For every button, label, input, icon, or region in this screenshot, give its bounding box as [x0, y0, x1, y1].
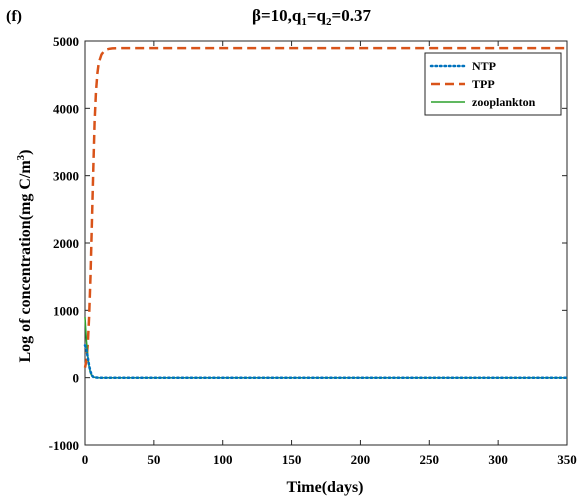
y-axis-label: Log of concentration(mg C/m3) [15, 149, 34, 362]
y-tick-label: 0 [73, 371, 80, 386]
x-axis-label: Time(days) [286, 479, 363, 496]
legend-label-tpp: TPP [472, 77, 495, 91]
legend-label-ntp: NTP [472, 59, 496, 73]
series-layer [83, 46, 569, 379]
x-tick-label: 100 [213, 452, 233, 467]
chart-title: β=10,q1=q2=0.37 [252, 6, 371, 28]
x-tick-label: 50 [147, 452, 160, 467]
series-line-ntp [83, 344, 569, 379]
legend-label-zooplankton: zooplankton [472, 95, 536, 109]
chart-title-mid: =q [307, 6, 327, 25]
x-tick-label: 300 [488, 452, 508, 467]
y-tick-label: 1000 [53, 303, 79, 318]
x-tick-label: 200 [351, 452, 371, 467]
chart-title-sub1: 1 [301, 16, 307, 28]
y-tick-label: 2000 [53, 236, 79, 251]
chart-title-main: β=10,q [252, 6, 302, 25]
x-axis-ticks: 0 50 100 150 200 250 300 350 [82, 41, 577, 467]
chart-title-tail: =0.37 [332, 6, 372, 25]
x-tick-label: 250 [420, 452, 440, 467]
y-tick-label: -1000 [49, 438, 79, 453]
panel-label: (f) [6, 8, 22, 25]
y-axis-label-sup: 3 [15, 154, 27, 160]
x-tick-label: 0 [82, 452, 89, 467]
chart-title-sub2: 2 [326, 16, 332, 28]
y-tick-label: 3000 [53, 169, 79, 184]
y-axis-label-main: Log of concentration(mg C/m [17, 160, 34, 363]
x-tick-label: 350 [557, 452, 577, 467]
y-axis-label-tail: ) [17, 149, 34, 154]
y-tick-label: 5000 [53, 34, 79, 49]
series-line-tpp [83, 46, 567, 368]
y-tick-label: 4000 [53, 101, 79, 116]
y-axis-ticks: -1000 0 1000 2000 3000 4000 5000 [49, 34, 567, 453]
legend: NTP TPP zooplankton [424, 52, 562, 116]
x-tick-label: 150 [282, 452, 302, 467]
